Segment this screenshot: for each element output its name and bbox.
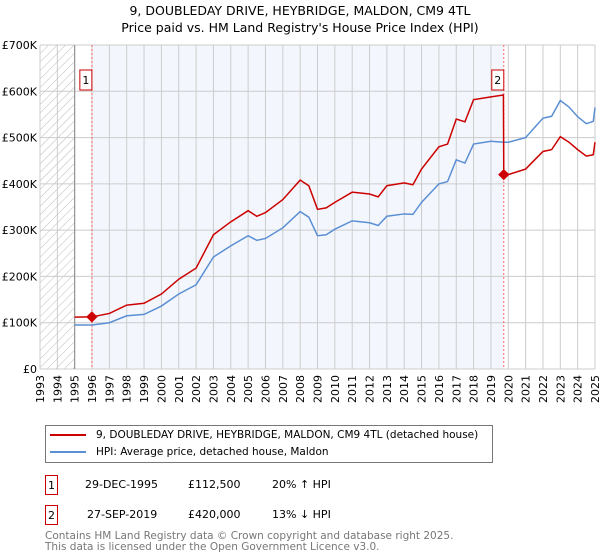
x-tick-label: 2005 <box>242 375 255 403</box>
x-tick-label: 1993 <box>34 375 47 403</box>
x-tick-label: 2000 <box>155 375 168 403</box>
annotation-label: 1 <box>82 74 89 87</box>
x-tick-label: 1996 <box>86 375 99 403</box>
x-tick-label: 2006 <box>259 375 272 403</box>
y-tick-label: £700K <box>2 39 38 52</box>
transaction-badge: 2 <box>45 505 58 525</box>
footer: Contains HM Land Registry data © Crown c… <box>45 531 453 553</box>
y-tick-label: £400K <box>2 178 38 191</box>
x-tick-label: 2011 <box>346 375 359 403</box>
y-tick-label: £500K <box>2 132 38 145</box>
series-line-property <box>74 94 596 318</box>
legend: 9, DOUBLEDAY DRIVE, HEYBRIDGE, MALDON, C… <box>45 425 493 463</box>
x-tick-label: 2025 <box>589 375 600 403</box>
legend-swatch-blue <box>50 451 86 453</box>
transaction-price: £420,000 <box>188 508 241 521</box>
footer-line: This data is licensed under the Open Gov… <box>45 541 380 553</box>
legend-label: 9, DOUBLEDAY DRIVE, HEYBRIDGE, MALDON, C… <box>96 429 479 441</box>
ownership-shading <box>91 45 504 369</box>
y-tick-label: £600K <box>2 85 38 98</box>
transaction-hpi: 13% ↓ HPI <box>272 508 331 521</box>
x-tick-label: 2018 <box>468 375 481 403</box>
legend-swatch-red <box>50 434 86 436</box>
transaction-badge: 1 <box>45 475 58 495</box>
x-tick-label: 2015 <box>416 375 429 403</box>
x-tick-label: 1997 <box>103 375 116 403</box>
x-tick-label: 2010 <box>329 375 342 403</box>
x-tick-label: 2020 <box>502 375 515 403</box>
annotation-box <box>79 69 93 91</box>
y-tick-label: £300K <box>2 224 38 237</box>
transaction-price: £112,500 <box>188 478 241 491</box>
x-tick-label: 1999 <box>138 375 151 403</box>
x-tick-label: 2004 <box>225 375 238 403</box>
x-tick-label: 1998 <box>121 375 134 403</box>
plot-area: 1993 1994 1995 1996 1997 1998 1999 2000 2001 2002… <box>2 39 600 403</box>
legend-item-hpi: HPI: Average price, detached house, Mald… <box>50 444 329 460</box>
footer-line: Contains HM Land Registry data © Crown c… <box>45 530 454 542</box>
x-tick-label: 2001 <box>173 375 186 403</box>
legend-label: HPI: Average price, detached house, Mald… <box>96 446 329 458</box>
x-tick-label: 1994 <box>51 375 64 403</box>
transaction-date: 27-SEP-2019 <box>87 508 158 521</box>
legend-item-property: 9, DOUBLEDAY DRIVE, HEYBRIDGE, MALDON, C… <box>50 427 478 443</box>
x-tick-label: 2023 <box>554 375 567 403</box>
sale-point <box>498 168 510 181</box>
x-tick-label: 2003 <box>207 375 220 403</box>
x-tick-label: 2008 <box>294 375 307 403</box>
y-tick-label: £0 <box>23 363 37 376</box>
x-tick-label: 2022 <box>537 375 550 403</box>
series-line-hpi <box>74 99 596 326</box>
chart-title: 9, DOUBLEDAY DRIVE, HEYBRIDGE, MALDON, C… <box>129 3 471 18</box>
y-tick-label: £100K <box>2 317 38 330</box>
x-tick-label: 2017 <box>450 375 463 403</box>
transaction-date: 29-DEC-1995 <box>85 478 159 491</box>
annotation-label: 2 <box>494 74 501 87</box>
x-tick-label: 2019 <box>485 375 498 403</box>
x-tick-label: 2014 <box>398 375 411 403</box>
transaction-hpi: 20% ↑ HPI <box>272 478 331 491</box>
chart-subtitle: Price paid vs. HM Land Registry's House … <box>121 20 479 35</box>
x-tick-label: 2007 <box>277 375 290 403</box>
x-tick-label: 2013 <box>381 375 394 403</box>
x-tick-label: 2016 <box>433 375 446 403</box>
x-tick-label: 2009 <box>312 375 325 403</box>
x-tick-label: 2012 <box>364 375 377 403</box>
x-tick-label: 1995 <box>69 375 82 403</box>
y-tick-label: £200K <box>2 270 38 283</box>
annotation-box <box>491 69 505 91</box>
x-tick-label: 2024 <box>572 375 585 403</box>
x-tick-label: 2021 <box>520 375 533 403</box>
x-tick-label: 2002 <box>190 375 203 403</box>
